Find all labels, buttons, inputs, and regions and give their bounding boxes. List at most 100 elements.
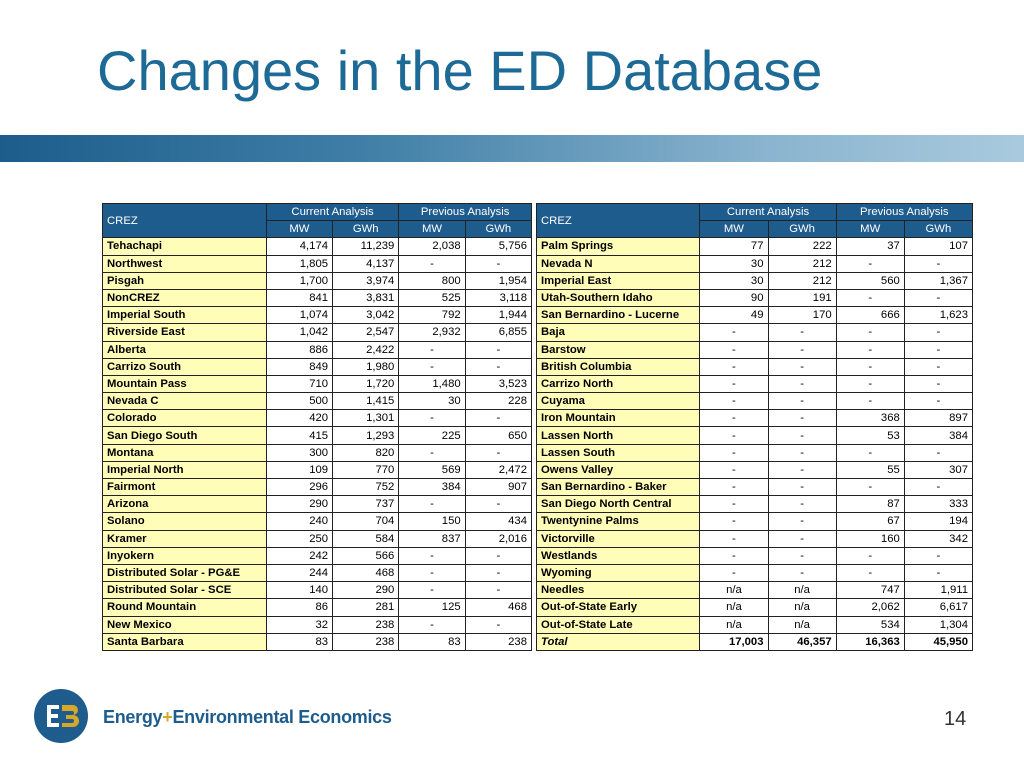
value-cell: 222 xyxy=(767,237,837,256)
table-row: Kramer 250 584 837 2,016 xyxy=(102,529,533,548)
table-row: Barstow - - - - xyxy=(535,340,974,359)
table-row: NonCREZ 841 3,831 525 3,118 xyxy=(102,288,533,308)
mw-header: MW xyxy=(835,220,905,239)
crez-name-cell: Kramer xyxy=(102,529,267,548)
value-cell: - xyxy=(767,323,837,342)
value-cell: 2,472 xyxy=(464,460,533,480)
value-cell: 4,174 xyxy=(265,237,334,256)
value-cell: 244 xyxy=(265,563,334,583)
table-row: Inyokern 242 566- - xyxy=(102,546,533,565)
value-cell: - xyxy=(767,392,837,411)
value-cell: n/a xyxy=(699,598,769,617)
value-cell: - xyxy=(699,529,769,548)
table-row: Riverside East 1,042 2,547 2,932 6,855 xyxy=(102,323,533,342)
crez-name-cell: San Bernardino - Baker xyxy=(535,477,701,497)
table-row: Tehachapi 4,174 11,239 2,038 5,756 xyxy=(102,237,533,256)
value-cell: - xyxy=(398,615,466,634)
slide-title: Changes in the ED Database xyxy=(97,39,823,102)
crez-name-cell: Santa Barbara xyxy=(102,632,267,651)
mw-header: MW xyxy=(699,220,769,239)
table-row: Owens Valley - -55 307 xyxy=(535,460,974,480)
value-cell: 500 xyxy=(265,392,334,411)
crez-name-cell: Nevada N xyxy=(535,254,701,273)
table-row: Pisgah 1,700 3,974 800 1,954 xyxy=(102,271,533,290)
value-cell: - xyxy=(767,477,837,497)
value-cell: - xyxy=(835,374,905,394)
value-cell: 53 xyxy=(835,426,905,445)
value-cell: - xyxy=(699,512,769,531)
value-cell: 368 xyxy=(835,409,905,428)
table-row: Imperial North 109 770 569 2,472 xyxy=(102,460,533,480)
table-row: Baja - - - - xyxy=(535,323,974,342)
value-cell: 1,623 xyxy=(903,306,974,325)
value-cell: - xyxy=(835,443,905,462)
crez-header: CREZ xyxy=(102,202,267,239)
total-value-cell: 17,003 xyxy=(699,632,769,651)
value-cell: 384 xyxy=(903,426,974,445)
value-cell: - xyxy=(398,546,466,565)
value-cell: 1,304 xyxy=(903,615,974,634)
crez-name-cell: Nevada C xyxy=(102,392,267,411)
value-cell: 710 xyxy=(265,374,334,394)
value-cell: 737 xyxy=(332,495,400,514)
value-cell: 3,042 xyxy=(332,306,400,325)
crez-name-cell: Owens Valley xyxy=(535,460,701,480)
value-cell: 2,016 xyxy=(464,529,533,548)
company-name: Energy+Environmental Economics xyxy=(103,707,392,728)
value-cell: - xyxy=(398,254,466,273)
e3-logo-icon xyxy=(34,689,88,743)
crez-name-cell: Lassen South xyxy=(535,443,701,462)
value-cell: - xyxy=(835,546,905,565)
value-cell: - xyxy=(699,374,769,394)
value-cell: - xyxy=(464,563,533,583)
value-cell: - xyxy=(699,477,769,497)
value-cell: 333 xyxy=(903,495,974,514)
value-cell: 191 xyxy=(767,288,837,308)
crez-name-cell: Inyokern xyxy=(102,546,267,565)
crez-name-cell: Barstow xyxy=(535,340,701,359)
value-cell: 1,805 xyxy=(265,254,334,273)
value-cell: - xyxy=(699,460,769,480)
value-cell: 2,062 xyxy=(835,598,905,617)
crez-name-cell: Northwest xyxy=(102,254,267,273)
value-cell: 77 xyxy=(699,237,769,256)
value-cell: - xyxy=(767,443,837,462)
crez-name-cell: Out-of-State Early xyxy=(535,598,701,617)
value-cell: 194 xyxy=(903,512,974,531)
value-cell: - xyxy=(835,340,905,359)
value-cell: - xyxy=(903,288,974,308)
crez-name-cell: San Diego South xyxy=(102,426,267,445)
value-cell: - xyxy=(699,323,769,342)
gwh-header: GWh xyxy=(767,220,837,239)
value-cell: - xyxy=(903,563,974,583)
value-cell: 150 xyxy=(398,512,466,531)
current-analysis-header: Current Analysis xyxy=(265,202,400,222)
value-cell: - xyxy=(903,392,974,411)
crez-name-cell: New Mexico xyxy=(102,615,267,634)
value-cell: 384 xyxy=(398,477,466,497)
crez-name-cell: San Diego North Central xyxy=(535,495,701,514)
crez-name-cell: Imperial South xyxy=(102,306,267,325)
value-cell: - xyxy=(903,323,974,342)
value-cell: - xyxy=(699,563,769,583)
current-analysis-header: Current Analysis xyxy=(699,202,837,222)
value-cell: 534 xyxy=(835,615,905,634)
value-cell: - xyxy=(699,409,769,428)
value-cell: - xyxy=(835,357,905,376)
value-cell: 5,756 xyxy=(464,237,533,256)
table-row: New Mexico 32 238- - xyxy=(102,615,533,634)
total-value-cell: 45,950 xyxy=(903,632,974,651)
crez-name-cell: Montana xyxy=(102,443,267,462)
value-cell: 1,944 xyxy=(464,306,533,325)
value-cell: - xyxy=(767,340,837,359)
value-cell: 238 xyxy=(332,615,400,634)
value-cell: 907 xyxy=(464,477,533,497)
value-cell: 1,293 xyxy=(332,426,400,445)
table-row: Alberta 886 2,422- - xyxy=(102,340,533,359)
table-row: San Diego North Central - -87 333 xyxy=(535,495,974,514)
value-cell: 11,239 xyxy=(332,237,400,256)
value-cell: 3,831 xyxy=(332,288,400,308)
table-row: Iron Mountain - -368 897 xyxy=(535,409,974,428)
table-row: British Columbia - - - - xyxy=(535,357,974,376)
value-cell: 434 xyxy=(464,512,533,531)
